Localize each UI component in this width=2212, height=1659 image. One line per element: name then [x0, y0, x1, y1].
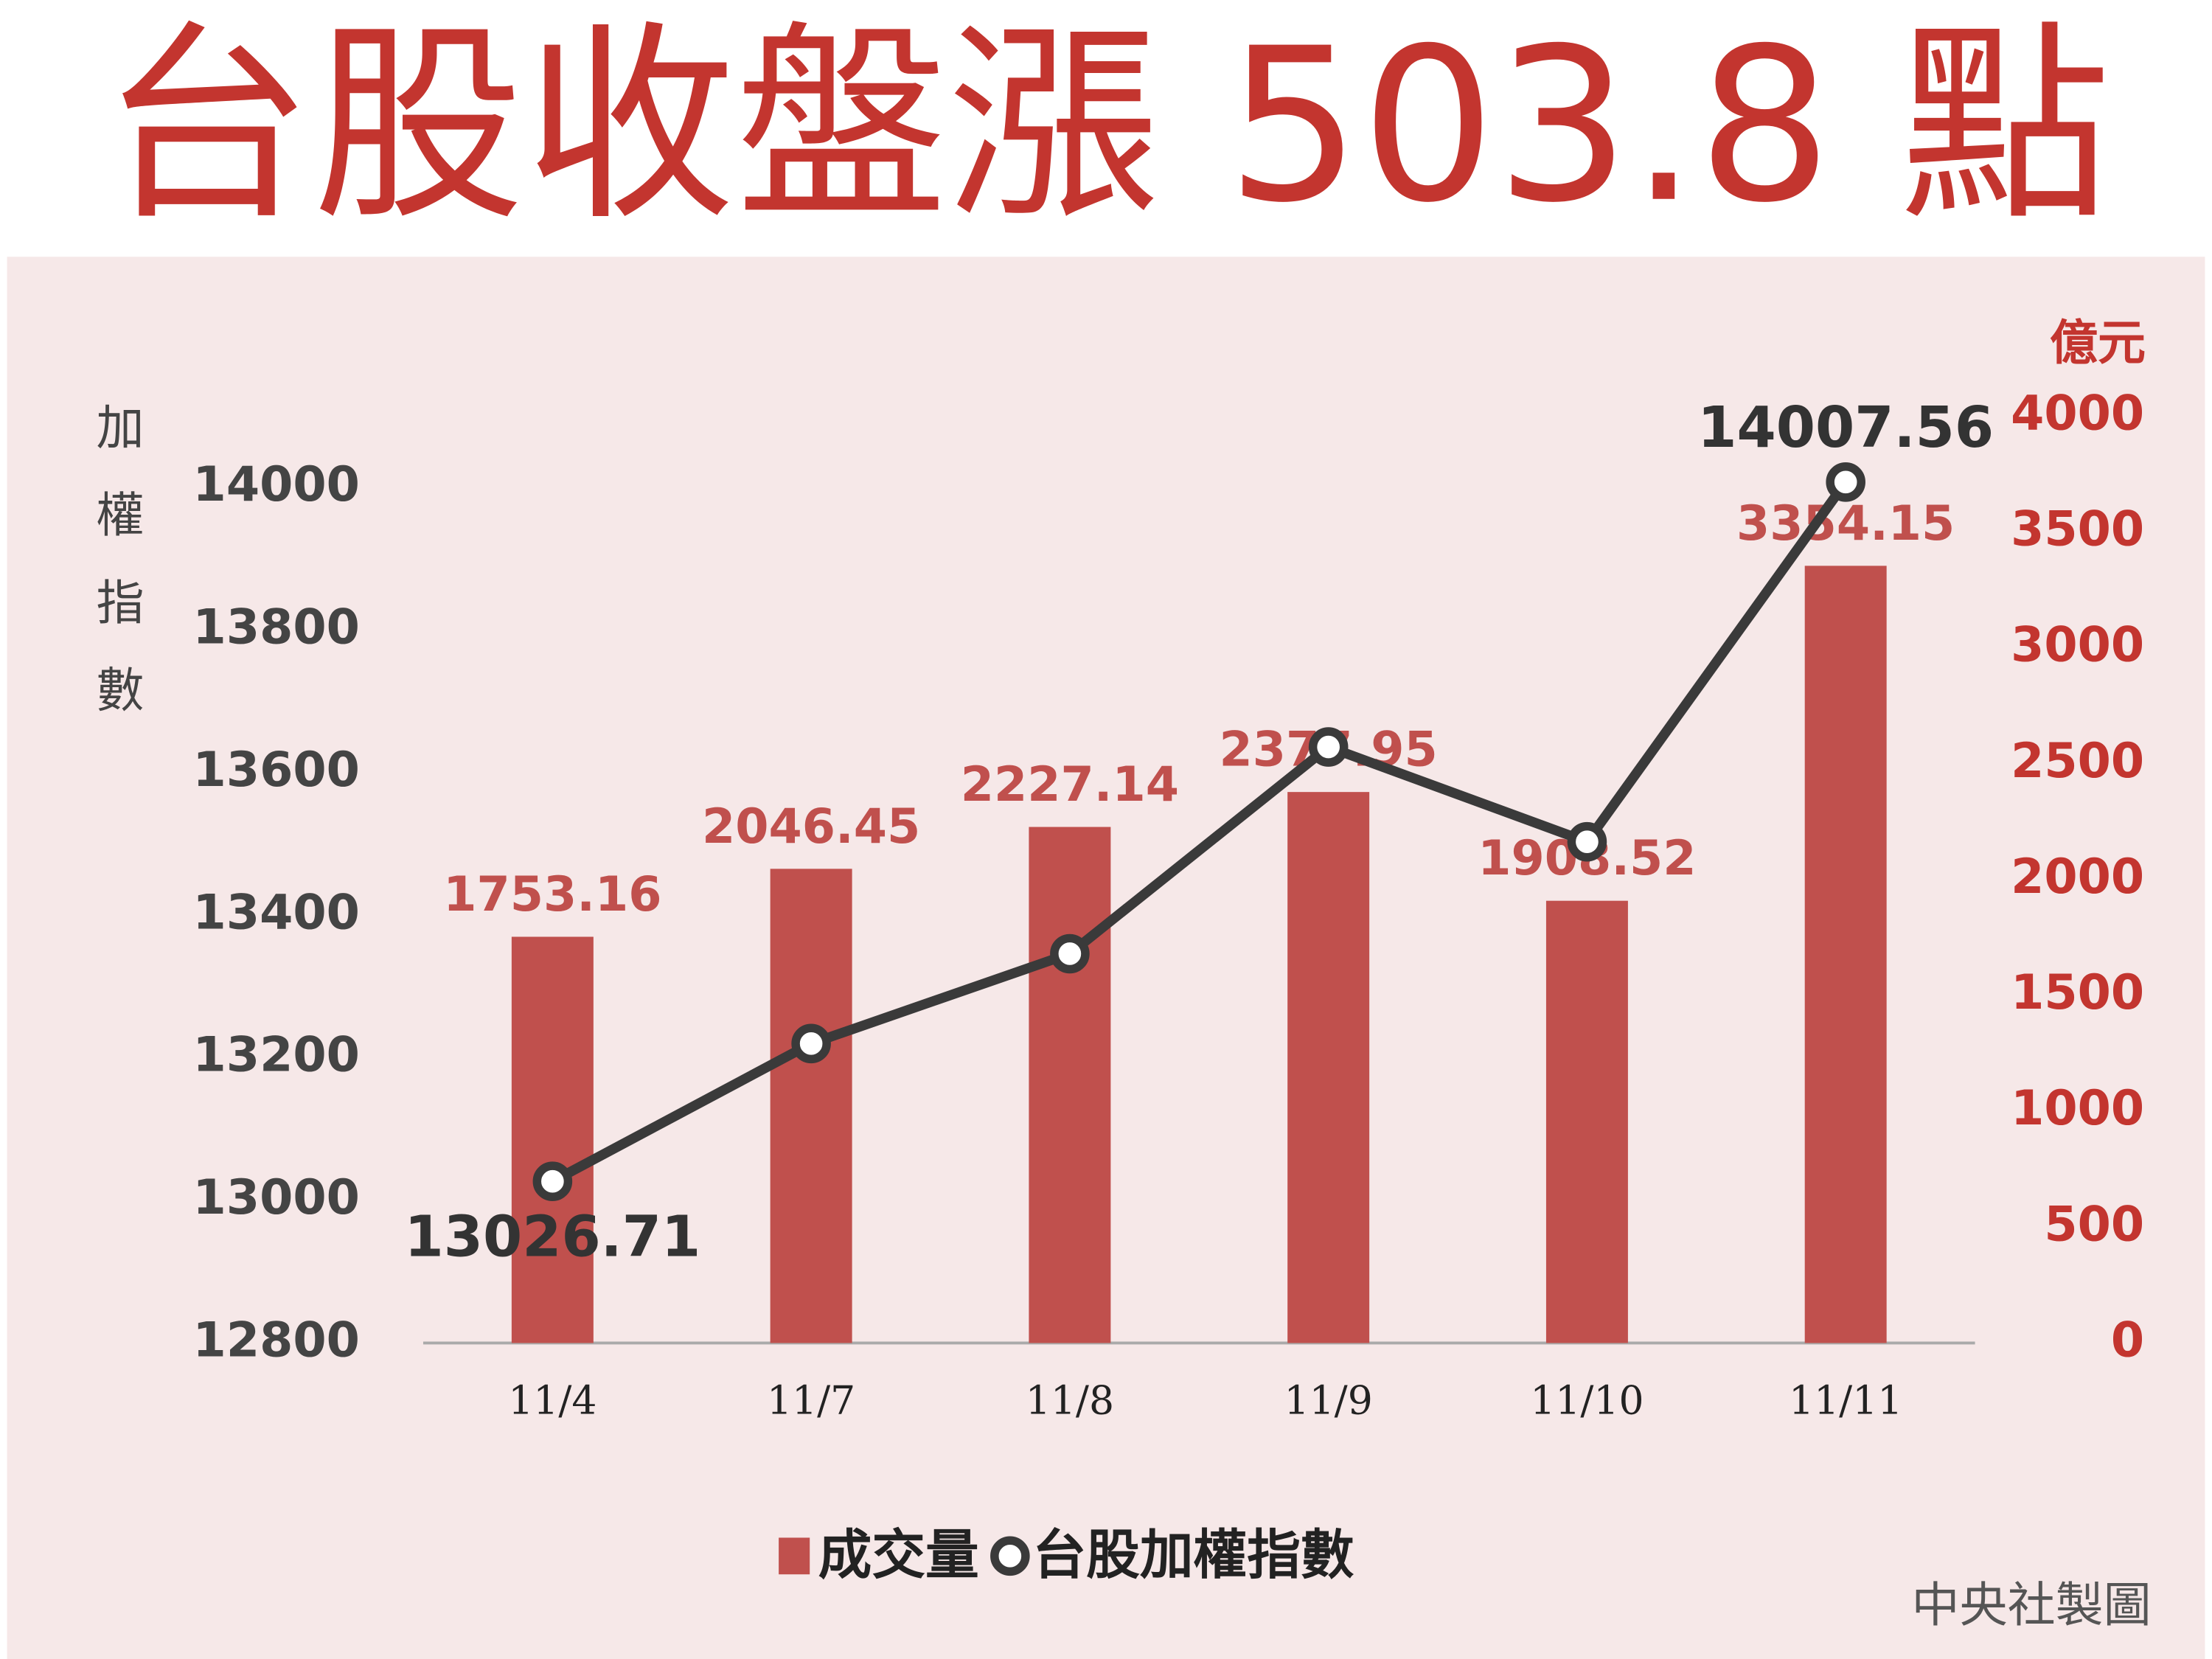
bar-value-label: 2227.14 [961, 757, 1179, 813]
y-tick-label: 13000 [193, 1170, 360, 1225]
y-tick-label: 13600 [193, 742, 360, 798]
bar [1287, 792, 1370, 1343]
bar [1029, 827, 1111, 1343]
bar [511, 936, 594, 1343]
y2-tick-label: 2000 [2011, 849, 2144, 905]
chart-title: 台股收盤漲 503.8 點 [101, 3, 2111, 249]
x-tick-label: 11/10 [1530, 1377, 1644, 1424]
y2-tick-label: 3500 [2011, 502, 2144, 557]
legend-swatch [990, 1536, 1030, 1576]
y-tick-label: 13800 [193, 600, 360, 655]
y2-tick-label: 500 [2044, 1197, 2144, 1252]
y-axis-title: 加權指數 [88, 402, 144, 751]
legend-swatch [779, 1537, 810, 1575]
line-marker [532, 1161, 573, 1202]
line-marker [1826, 462, 1865, 502]
y2-axis-title: 億元 [2050, 316, 2146, 371]
x-tick-label: 11/7 [767, 1377, 855, 1424]
credit: 中央社製圖 [1911, 1578, 2151, 1633]
legend-label: 成交量 [818, 1525, 979, 1587]
bar [1545, 900, 1628, 1343]
bar-value-label: 3354.15 [1736, 496, 1955, 552]
line-value-label: 14007.56 [1697, 395, 1994, 461]
y2-tick-label: 1500 [2011, 965, 2144, 1020]
y2-tick-label: 3000 [2011, 618, 2144, 673]
bar-value-label: 1753.16 [443, 867, 661, 922]
y-tick-label: 12800 [193, 1312, 360, 1368]
line-marker [1308, 727, 1349, 767]
bar [770, 869, 852, 1343]
y-tick-label: 14000 [193, 457, 360, 512]
y2-tick-label: 0 [2111, 1312, 2144, 1368]
y2-tick-label: 1000 [2011, 1081, 2144, 1136]
line-marker [791, 1023, 831, 1064]
x-tick-label: 11/11 [1789, 1377, 1902, 1424]
y2-tick-label: 4000 [2011, 386, 2144, 441]
line-marker [1050, 933, 1090, 974]
y-tick-label: 13200 [193, 1028, 360, 1083]
x-tick-label: 11/9 [1284, 1377, 1373, 1424]
x-tick-label: 11/4 [508, 1377, 597, 1424]
bar [1804, 566, 1887, 1343]
y2-tick-label: 2500 [2011, 734, 2144, 789]
line [550, 479, 1850, 1186]
legend-label: 台股加權指數 [1032, 1525, 1354, 1587]
y-tick-label: 13400 [193, 885, 360, 940]
line-marker [1567, 821, 1607, 862]
line-value-label: 13026.71 [404, 1205, 700, 1270]
bar-value-label: 2046.45 [702, 799, 920, 855]
x-tick-label: 11/8 [1026, 1377, 1114, 1424]
